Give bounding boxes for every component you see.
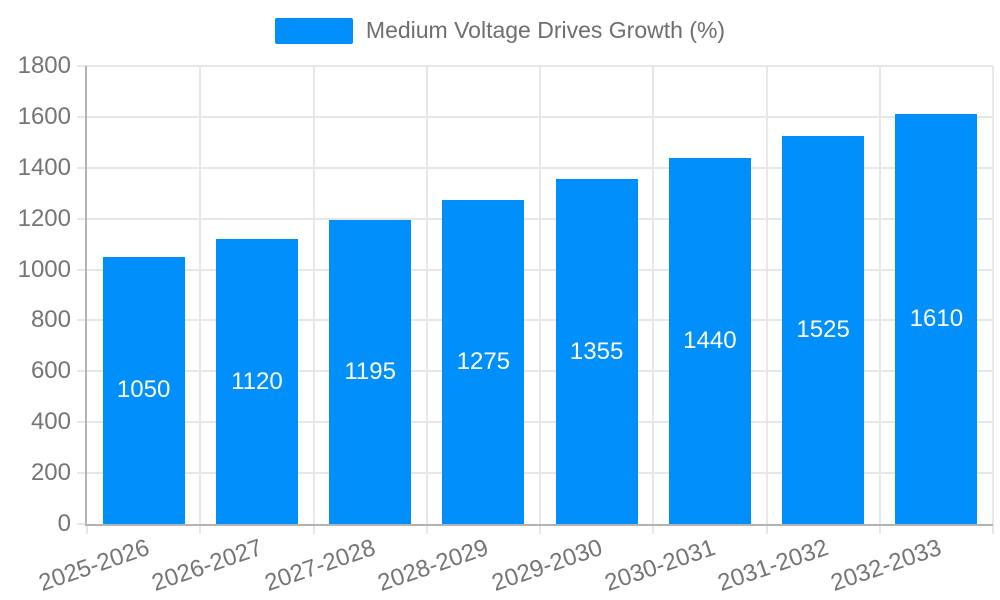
gridline-vertical (992, 66, 994, 524)
y-axis-tick-label: 400 (30, 408, 71, 436)
bar-value-label: 1355 (569, 337, 624, 365)
gridline-vertical (652, 66, 655, 524)
y-tick-mark (77, 421, 87, 424)
y-tick-mark (77, 370, 87, 373)
bar-value-label: 1050 (116, 376, 171, 404)
bar-value-label: 1275 (456, 347, 511, 375)
bar-value-label: 1195 (344, 357, 396, 385)
y-axis-tick-label: 1000 (17, 255, 71, 283)
x-tick-mark (199, 524, 202, 534)
legend-swatch-icon (274, 17, 353, 44)
y-axis-line (85, 66, 87, 526)
y-axis-tick-label: 1400 (17, 153, 71, 181)
y-axis-tick-label: 0 (57, 510, 71, 537)
x-tick-mark (312, 524, 315, 534)
gridline-vertical (539, 66, 541, 524)
bar-value-label: 1525 (796, 315, 850, 343)
legend-label: Medium Voltage Drives Growth (%) (365, 17, 726, 43)
y-tick-mark (77, 115, 87, 118)
y-tick-mark (77, 217, 87, 220)
x-tick-mark (878, 524, 881, 534)
gridline-vertical (199, 66, 202, 524)
x-tick-mark (992, 524, 994, 534)
bar[interactable]: 1275 (442, 199, 525, 524)
bar-value-label: 1610 (909, 305, 964, 333)
x-tick-mark (425, 524, 428, 534)
y-axis-tick-label: 1800 (17, 52, 71, 79)
legend-item[interactable]: Medium Voltage Drives Growth (%) (274, 17, 726, 44)
y-tick-mark (77, 65, 87, 67)
y-tick-mark (77, 523, 87, 525)
y-axis-tick-label: 200 (30, 459, 71, 487)
gridline-vertical (425, 66, 428, 524)
gridline-vertical (312, 66, 315, 524)
y-axis-tick-label: 1200 (17, 204, 71, 232)
legend: Medium Voltage Drives Growth (%) (0, 17, 1000, 44)
bar[interactable]: 1610 (895, 114, 978, 524)
y-tick-mark (77, 472, 87, 475)
bar-value-label: 1120 (231, 367, 283, 395)
y-tick-mark (77, 268, 87, 271)
x-tick-mark (86, 524, 88, 534)
gridline-vertical (765, 66, 768, 524)
bar[interactable]: 1440 (668, 157, 751, 524)
y-axis-tick-label: 600 (30, 357, 71, 385)
bar[interactable]: 1195 (329, 219, 412, 524)
bar-value-label: 1440 (683, 326, 737, 354)
x-tick-mark (539, 524, 541, 534)
x-tick-mark (765, 524, 768, 534)
x-tick-mark (652, 524, 655, 534)
bar[interactable]: 1120 (215, 239, 298, 524)
x-axis-line (85, 524, 993, 526)
gridline-vertical (878, 66, 881, 524)
y-tick-mark (77, 166, 87, 169)
y-axis-tick-label: 800 (30, 306, 71, 334)
bar[interactable]: 1050 (102, 256, 185, 524)
y-tick-mark (77, 319, 87, 322)
y-axis-tick-label: 1600 (17, 102, 71, 130)
bar[interactable]: 1355 (555, 179, 638, 524)
bar[interactable]: 1525 (782, 135, 865, 524)
